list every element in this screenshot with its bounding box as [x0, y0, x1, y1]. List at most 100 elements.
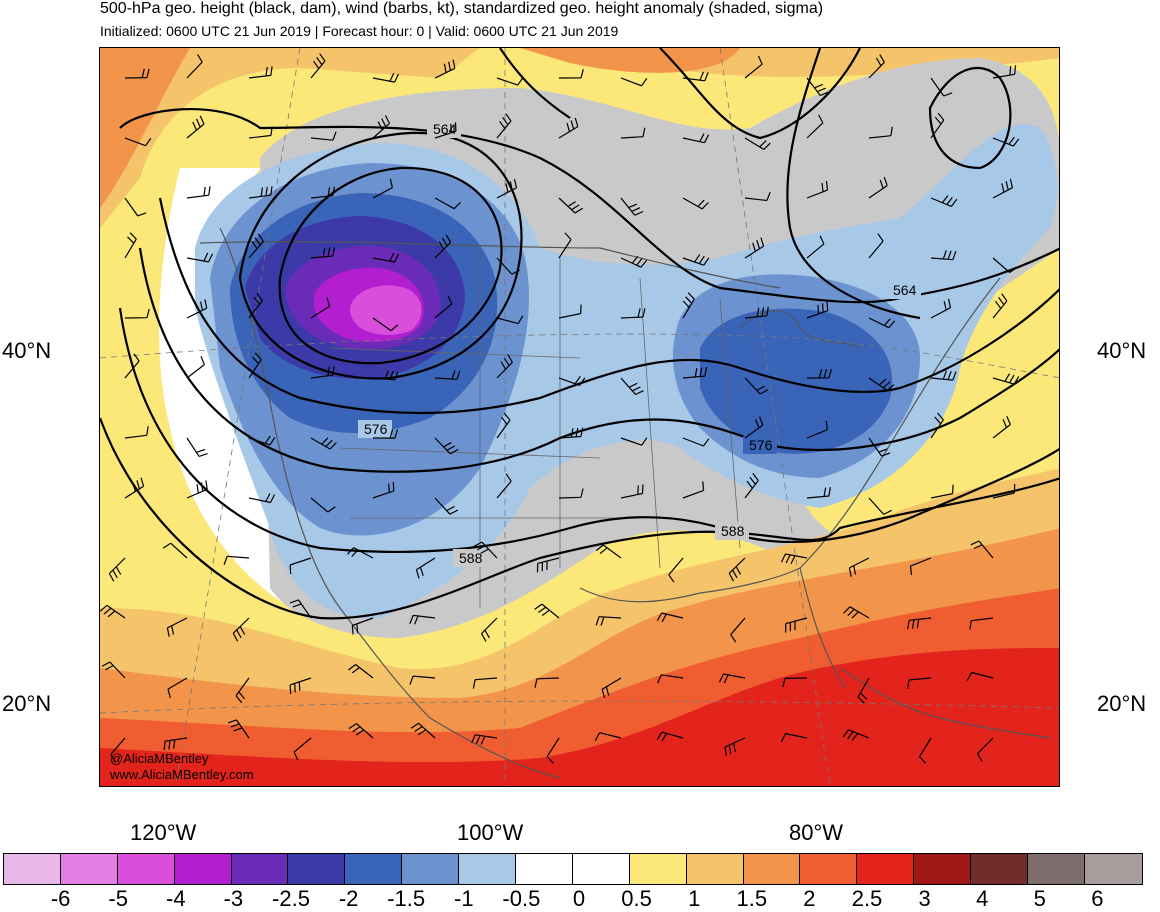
credit-handle: @AliciaMBentley — [110, 751, 209, 766]
colorbar-swatch — [743, 854, 801, 884]
colorbar-swatch — [459, 854, 517, 884]
wind-barb — [310, 131, 337, 141]
wind-barb — [992, 136, 1020, 147]
wind-barb — [842, 729, 870, 741]
wind-barb — [310, 53, 326, 79]
contour-576 — [138, 247, 1059, 473]
wind-barb — [930, 298, 952, 319]
contour-552-west — [278, 166, 503, 365]
wind-barb — [186, 299, 208, 319]
lat-label-40n-right: 40°N — [1097, 338, 1147, 363]
border-gulf-florida — [579, 567, 846, 689]
wind-barb — [346, 547, 374, 559]
colorbar-tick-label: 0.5 — [621, 886, 652, 911]
wind-barb — [289, 677, 312, 694]
colorbar-tick-label: 0 — [572, 886, 586, 911]
wind-barb — [668, 557, 684, 583]
graticule-40n — [100, 333, 1059, 379]
colorbar-tick-label: -2 — [338, 886, 359, 911]
wind-barb — [534, 677, 560, 688]
wind-barb — [372, 317, 399, 332]
border-states — [329, 248, 741, 608]
wind-barb — [601, 677, 622, 699]
contour-582 — [118, 307, 1059, 554]
wind-barb — [620, 377, 644, 396]
wind-barb — [806, 369, 832, 379]
wind-barb — [558, 375, 586, 386]
wind-barb — [167, 677, 188, 698]
colorbar-swatch — [117, 854, 175, 884]
lat-label-40n-left: 40°N — [2, 338, 52, 363]
colorbar-tick-label: 2.5 — [851, 886, 883, 911]
wind-barb — [480, 617, 498, 642]
wind-barb — [409, 675, 436, 685]
wind-barb — [728, 557, 746, 582]
wind-barb — [372, 429, 398, 439]
wind-barb — [806, 301, 829, 319]
border-mexico — [429, 717, 561, 779]
wind-barb — [744, 191, 771, 202]
wind-barb — [409, 614, 436, 625]
wind-barb — [744, 473, 759, 499]
wind-barb — [930, 250, 957, 261]
colorbar-swatch — [686, 854, 744, 884]
wind-barb — [124, 426, 149, 439]
wind-barb — [558, 69, 584, 79]
wind-barb — [620, 308, 646, 319]
wind-barb — [124, 68, 150, 79]
wind-barb — [843, 606, 870, 619]
wind-barb — [992, 293, 1008, 319]
wind-barb — [223, 555, 250, 565]
wind-barbs — [100, 53, 1020, 764]
wind-barb — [186, 356, 205, 379]
contour-label: 576 — [364, 421, 388, 437]
wind-barb — [930, 370, 957, 381]
wind-barb — [558, 197, 584, 214]
colorbar-swatch — [1028, 854, 1085, 884]
wind-barb — [310, 247, 335, 259]
colorbar-tick-label: -6 — [50, 886, 71, 911]
wind-barb — [724, 737, 746, 756]
wind-barb — [248, 126, 273, 139]
wind-barb — [110, 737, 126, 763]
wind-barb — [620, 255, 648, 268]
border-canada — [199, 241, 781, 289]
wind-barb — [310, 497, 336, 513]
wind-barb — [348, 664, 374, 679]
wind-barb — [124, 477, 145, 499]
wind-barb — [536, 557, 560, 573]
colorbar-tick-label: 2 — [803, 886, 816, 911]
wind-barb — [868, 377, 895, 391]
wind-barb — [992, 415, 1011, 439]
wind-barb — [594, 732, 622, 741]
colorbar-tick-label: -2.5 — [272, 886, 310, 911]
wind-barb — [930, 77, 953, 97]
wind-barb — [806, 420, 828, 439]
page-subtitle: Initialized: 0600 UTC 21 Jun 2019 | Fore… — [100, 23, 619, 39]
colorbar-tick-label: 1 — [688, 886, 701, 911]
colorbar-swatch — [174, 854, 232, 884]
contours-layer — [100, 48, 1059, 620]
wind-barb — [930, 195, 958, 207]
wind-barb — [682, 197, 709, 210]
wind-barb — [496, 315, 524, 325]
wind-barb — [868, 437, 891, 457]
contour-label: 588 — [721, 523, 745, 539]
colorbar-tick-label: 4 — [976, 886, 989, 911]
wind-barb — [868, 176, 888, 199]
wind-barb — [372, 72, 400, 83]
colorbar-swatch — [288, 854, 346, 884]
wind-barb — [969, 617, 994, 630]
wind-barb — [186, 186, 211, 199]
wind-barb — [744, 306, 769, 319]
wind-barb — [124, 232, 137, 259]
wind-barb — [868, 497, 892, 515]
wind-barb — [248, 186, 273, 199]
wind-barb — [289, 557, 312, 575]
wind-barb — [992, 373, 1020, 385]
contour-north-b — [499, 48, 571, 119]
wind-barb — [782, 677, 808, 688]
wind-barb — [656, 731, 684, 742]
wind-barb — [868, 126, 893, 139]
wind-barb — [186, 480, 208, 499]
